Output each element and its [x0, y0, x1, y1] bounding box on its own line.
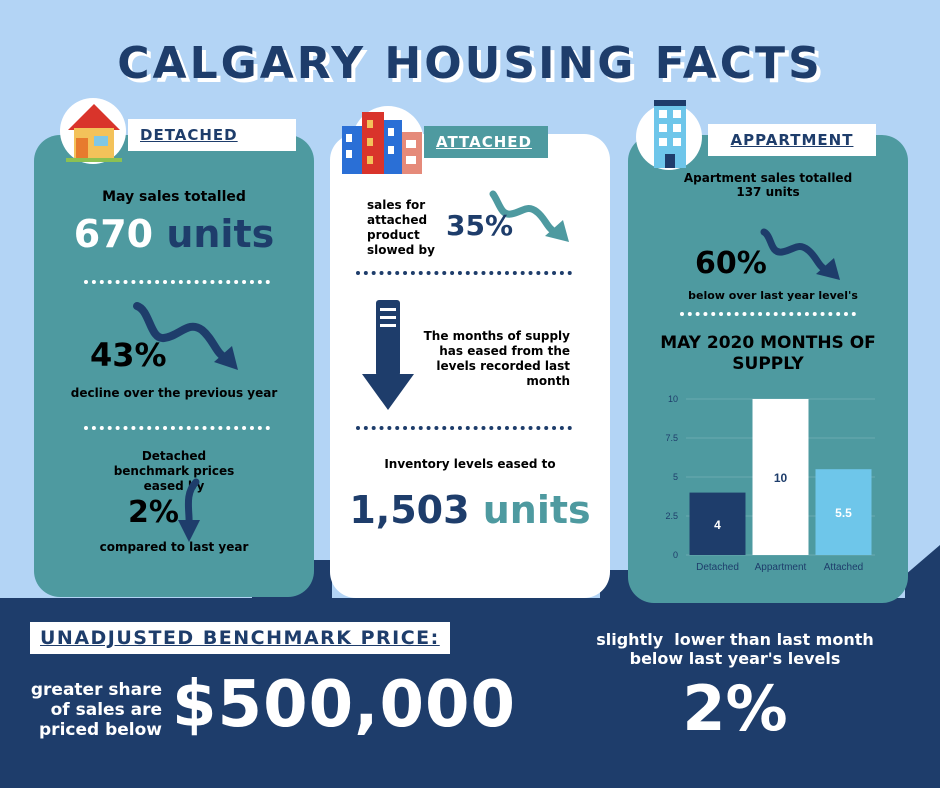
benchmark-share-text: greater share of sales are priced below — [22, 680, 162, 740]
apartment-label: APPARTMENT — [708, 124, 876, 156]
x-tick-label: Detached — [696, 562, 739, 573]
detached-benchmark-suffix: compared to last year — [99, 540, 249, 554]
benchmark-change-line-2: below last year's levels — [629, 649, 841, 668]
benchmark-label: UNADJUSTED BENCHMARK PRICE: — [28, 620, 452, 656]
attached-inventory-number: 1,503 — [349, 488, 470, 532]
attached-inventory-unit: units — [482, 488, 591, 532]
apartment-percent: 60% — [695, 246, 767, 281]
detached-sales-number: 670 — [73, 212, 154, 256]
trend-down-arrow-icon — [760, 228, 840, 280]
x-tick-label: Attached — [824, 562, 863, 573]
bar-value-label: 10 — [774, 471, 788, 485]
benchmark-share-line-1: greater share — [30, 680, 162, 700]
y-tick-label: 0 — [673, 550, 678, 560]
divider — [84, 280, 270, 284]
bar — [815, 469, 872, 555]
y-tick-label: 10 — [668, 394, 678, 404]
apartment-percent-text: below over last year level's — [688, 289, 858, 302]
x-tick-label: Appartment — [755, 562, 807, 573]
detached-sales-unit: units — [166, 212, 275, 256]
y-tick-label: 5 — [673, 472, 678, 482]
attached-sales-text: sales for attached product slowed by — [367, 198, 435, 257]
house-icon — [66, 104, 122, 162]
attached-sales-percent: 35% — [446, 209, 514, 242]
attached-supply-text: The months of supply has eased from the … — [423, 329, 570, 388]
apartment-building-icon — [654, 100, 686, 168]
divider — [356, 271, 572, 275]
divider — [84, 426, 270, 430]
trend-down-arrow-icon — [133, 302, 238, 370]
page-title: CALGARY HOUSING FACTS — [117, 38, 823, 89]
bar — [689, 492, 746, 555]
detached-decline-percent: 43% — [90, 336, 167, 374]
benchmark-change-percent: 2% — [682, 672, 788, 745]
bar — [752, 399, 809, 555]
months-of-supply-chart: 0 2.5 5 7.5 10 4 Detached 10 Appartment 5.5 Attach… — [665, 394, 875, 573]
attached-label: ATTACHED — [424, 126, 548, 158]
benchmark-share-line-2: of sales are — [50, 700, 162, 720]
detached-benchmark-percent: 2% — [128, 495, 179, 530]
y-tick-label: 7.5 — [665, 433, 678, 443]
chart-title: MAY 2020 MONTHS OF SUPPLY — [660, 333, 876, 374]
detached-label: DETACHED — [128, 119, 296, 151]
y-tick-label: 2.5 — [665, 511, 678, 521]
attached-inventory-text: Inventory levels eased to — [384, 457, 556, 471]
big-down-arrow-icon — [362, 300, 414, 410]
detached-decline-text: decline over the previous year — [70, 386, 278, 400]
bar-value-label: 4 — [714, 518, 721, 532]
attached-inventory-value: 1,503 units — [330, 488, 610, 532]
divider — [356, 426, 572, 430]
row-houses-icon — [342, 112, 422, 174]
trend-down-arrow-icon — [489, 190, 569, 242]
benchmark-share-line-3: priced below — [39, 720, 162, 740]
benchmark-change-text: slightly lower than last month below las… — [575, 630, 895, 668]
bar-value-label: 5.5 — [835, 506, 852, 520]
arrow-down-icon — [178, 478, 200, 542]
benchmark-price: $500,000 — [172, 668, 517, 742]
apartment-sales-text: Apartment sales totalled 137 units — [683, 171, 853, 199]
detached-card — [34, 135, 314, 597]
divider — [680, 312, 856, 316]
detached-sales-intro: May sales totalled — [102, 189, 246, 205]
benchmark-change-line-1: slightly lower than last month — [596, 630, 874, 649]
detached-sales-value: 670 units — [34, 212, 314, 256]
